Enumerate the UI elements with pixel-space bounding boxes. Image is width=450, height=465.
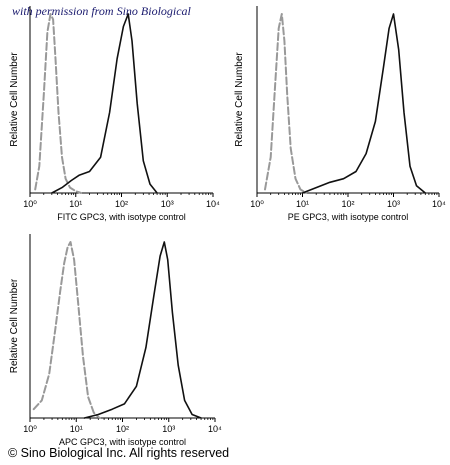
isotype-control-curve (34, 13, 82, 194)
x-tick-label: 10² (116, 424, 129, 434)
y-axis-label: Relative Cell Number (9, 52, 20, 147)
x-axis-label: APC GPC3, with isotype control (59, 437, 186, 447)
histogram-panel-pe: 10⁰ 10¹ 10² 10³ 10⁴ PE GPC3, with isotype con… (225, 0, 450, 225)
x-tick-label: 10² (341, 199, 354, 209)
histogram-chart-fitc: 10⁰ 10¹ 10² 10³ 10⁴ FITC GPC3, with isotype c… (9, 6, 220, 222)
x-tick-label: 10¹ (296, 199, 309, 209)
y-axis-label: Relative Cell Number (9, 278, 20, 373)
histogram-chart-pe: 10⁰ 10¹ 10² 10³ 10⁴ PE GPC3, with isotype con… (234, 6, 446, 222)
isotype-control-curve (264, 13, 308, 194)
y-axis-label: Relative Cell Number (234, 52, 245, 147)
histogram-panel-fitc: 10⁰ 10¹ 10² 10³ 10⁴ FITC GPC3, with isotype c… (0, 0, 225, 225)
x-tick-label: 10² (115, 199, 128, 209)
watermark-text: with permission from Sino Biological (12, 4, 191, 18)
x-tick-label: 10⁴ (432, 199, 446, 209)
x-axis-label: PE GPC3, with isotype control (288, 212, 409, 222)
gpc3-stained-curve (51, 13, 158, 194)
x-tick-label: 10³ (162, 424, 175, 434)
x-tick-label: 10¹ (70, 424, 83, 434)
x-tick-label: 10⁰ (23, 199, 37, 209)
x-axis-label: FITC GPC3, with isotype control (57, 212, 186, 222)
histogram-chart-apc: 10⁰ 10¹ 10² 10³ 10⁴ APC GPC3, with isotype co… (9, 234, 222, 447)
x-tick-label: 10⁴ (206, 199, 220, 209)
x-tick-label: 10⁴ (208, 424, 222, 434)
isotype-control-curve (32, 241, 101, 419)
gpc3-stained-curve (301, 13, 427, 194)
gpc3-stained-curve (83, 241, 202, 419)
histogram-panel-apc: 10⁰ 10¹ 10² 10³ 10⁴ APC GPC3, with isotype co… (0, 228, 225, 450)
x-tick-label: 10³ (387, 199, 400, 209)
x-tick-label: 10⁰ (250, 199, 264, 209)
x-tick-label: 10⁰ (23, 424, 37, 434)
copyright-text: © Sino Biological Inc. All rights reserv… (8, 446, 230, 460)
x-tick-label: 10¹ (69, 199, 82, 209)
x-tick-label: 10³ (161, 199, 174, 209)
